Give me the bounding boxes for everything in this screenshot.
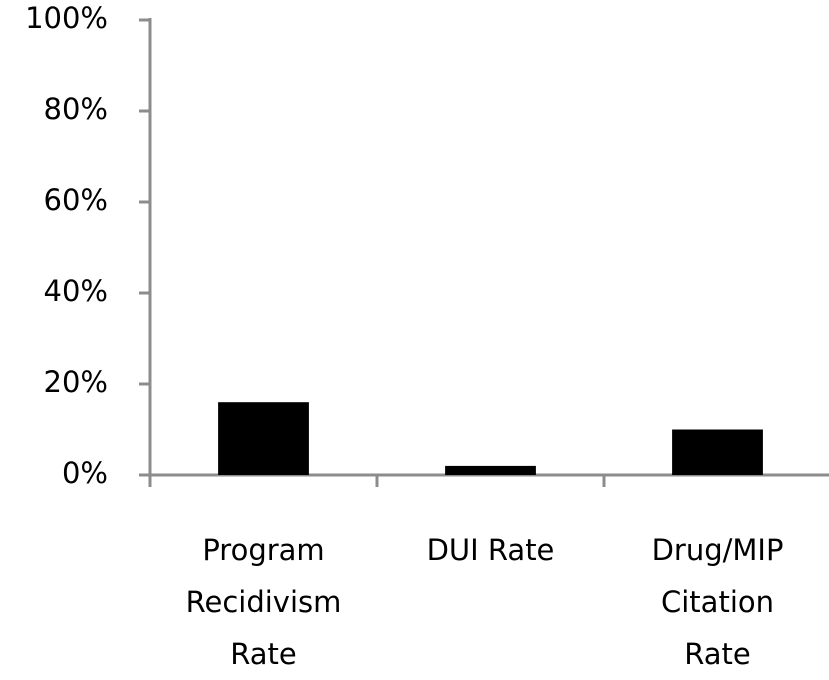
x-tick-label: DUI Rate bbox=[426, 533, 555, 567]
x-tick-label: Program Recidivism Rate bbox=[185, 533, 342, 671]
y-tick-label: 100% bbox=[25, 1, 108, 35]
y-tick-label: 80% bbox=[44, 92, 108, 126]
bar bbox=[672, 429, 763, 475]
y-tick-label: 0% bbox=[62, 456, 108, 490]
y-tick-label: 20% bbox=[44, 365, 108, 399]
y-tick-label: 40% bbox=[44, 274, 108, 308]
bar bbox=[218, 402, 309, 475]
y-tick-label: 60% bbox=[44, 183, 108, 217]
bar bbox=[445, 465, 536, 475]
x-tick-label: Drug/MIP Citation Rate bbox=[651, 533, 784, 671]
